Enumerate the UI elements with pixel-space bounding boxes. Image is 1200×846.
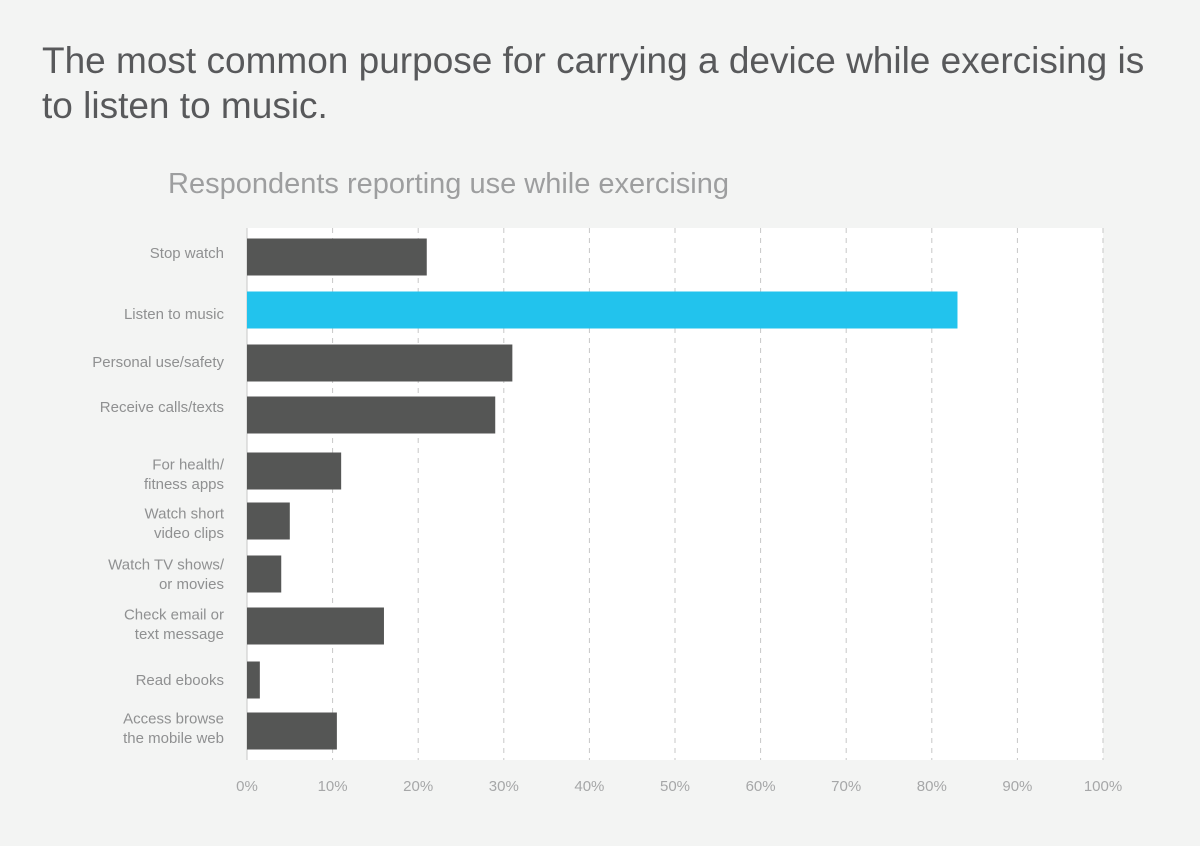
category-label: Stop watch: [150, 245, 224, 262]
x-tick-label: 60%: [746, 778, 776, 795]
x-tick-label: 50%: [660, 778, 690, 795]
x-tick-label: 100%: [1084, 778, 1122, 795]
bar-3: [247, 344, 513, 382]
bar-10: [247, 712, 337, 750]
category-label: Read ebooks: [136, 672, 224, 689]
bar-4: [247, 396, 496, 434]
bar-9: [247, 661, 260, 699]
category-label: Personal use/safety: [92, 354, 224, 371]
x-tick-label: 30%: [489, 778, 519, 795]
category-label: For health/fitness apps: [144, 456, 225, 493]
bar-5: [247, 452, 342, 490]
headline: The most common purpose for carrying a d…: [42, 40, 1145, 126]
category-label: Watch short video clips: [145, 505, 225, 542]
category-label: Listen to music: [124, 306, 225, 323]
bar-8: [247, 607, 384, 645]
bar-6: [247, 502, 290, 540]
x-tick-label: 70%: [831, 778, 861, 795]
x-tick-label: 20%: [403, 778, 433, 795]
category-label: Access browse the mobile web: [123, 710, 224, 747]
x-tick-label: 90%: [1002, 778, 1032, 795]
category-label: Watch TV shows/or movies: [108, 556, 225, 593]
bar-2: [247, 291, 958, 329]
x-tick-label: 10%: [318, 778, 348, 795]
category-label: Receive calls/texts: [100, 399, 224, 416]
x-tick-label: 0%: [236, 778, 258, 795]
bar-7: [247, 555, 282, 593]
chart-title: Respondents reporting use while exercisi…: [168, 168, 729, 200]
category-label: Check email or text message: [124, 606, 224, 643]
bar-1: [247, 238, 427, 276]
x-tick-label: 80%: [917, 778, 947, 795]
x-tick-label: 40%: [574, 778, 604, 795]
